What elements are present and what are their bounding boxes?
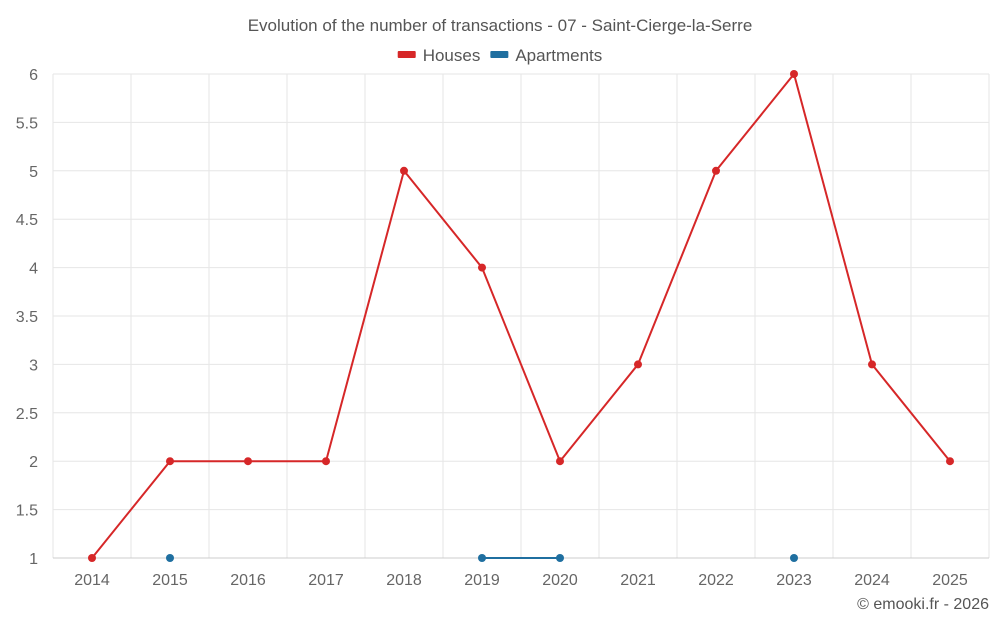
y-tick-label: 4	[29, 261, 38, 278]
data-point[interactable]	[790, 70, 798, 78]
credit-text: © emooki.fr - 2026	[857, 596, 989, 613]
x-tick-label: 2019	[464, 572, 500, 589]
x-tick-label: 2020	[542, 572, 578, 589]
y-tick-label: 5.5	[16, 115, 38, 132]
y-tick-label: 5	[29, 164, 38, 181]
legend-label: Houses	[423, 46, 481, 65]
x-tick-label: 2021	[620, 572, 656, 589]
data-point[interactable]	[478, 263, 486, 272]
data-point[interactable]	[556, 554, 564, 562]
x-axis: 2014 2015 2016 2017 2018 2019 2020 2021 2022 2023…	[74, 572, 968, 589]
data-point[interactable]	[322, 457, 330, 466]
data-point[interactable]	[166, 554, 174, 562]
x-tick-label: 2017	[308, 572, 344, 589]
legend-item-houses[interactable]: Houses	[397, 46, 481, 65]
data-point[interactable]	[868, 360, 876, 369]
legend-label: Apartments	[515, 46, 602, 65]
data-point[interactable]	[166, 457, 174, 466]
x-tick-label: 2025	[932, 572, 968, 589]
x-tick-label: 2015	[152, 572, 188, 589]
legend-swatch	[490, 51, 509, 58]
data-point[interactable]	[556, 457, 564, 466]
chart-title: Evolution of the number of transactions …	[248, 16, 753, 35]
x-tick-label: 2023	[776, 572, 812, 589]
data-point[interactable]	[244, 457, 252, 466]
data-point[interactable]	[946, 457, 954, 466]
y-tick-label: 4.5	[16, 212, 38, 229]
x-tick-label: 2014	[74, 572, 110, 589]
legend[interactable]: Houses Apartments	[397, 46, 603, 65]
grid	[52, 73, 990, 559]
data-point[interactable]	[400, 166, 408, 175]
data-point[interactable]	[790, 554, 798, 562]
series-apartments	[166, 554, 798, 562]
x-tick-label: 2018	[386, 572, 422, 589]
series-houses	[88, 70, 954, 562]
x-tick-label: 2024	[854, 572, 890, 589]
x-tick-label: 2022	[698, 572, 734, 589]
legend-swatch	[397, 51, 416, 58]
data-point[interactable]	[712, 166, 720, 175]
y-tick-label: 1	[29, 551, 38, 568]
x-tick-label: 2016	[230, 572, 266, 589]
data-point[interactable]	[478, 554, 486, 562]
data-point[interactable]	[634, 360, 642, 369]
y-tick-label: 3	[29, 357, 38, 374]
y-tick-label: 3.5	[16, 309, 38, 326]
legend-item-apartments[interactable]: Apartments	[490, 46, 602, 65]
y-tick-label: 2.5	[16, 406, 38, 423]
y-tick-label: 1.5	[16, 503, 38, 520]
y-tick-label: 6	[29, 67, 38, 84]
y-axis: 1 1.5 2 2.5 3 3.5 4 4.5 5 5.5 6	[16, 67, 38, 568]
y-tick-label: 2	[29, 454, 38, 471]
series-layer	[88, 70, 954, 562]
data-point[interactable]	[88, 554, 96, 562]
series-line	[91, 73, 951, 559]
